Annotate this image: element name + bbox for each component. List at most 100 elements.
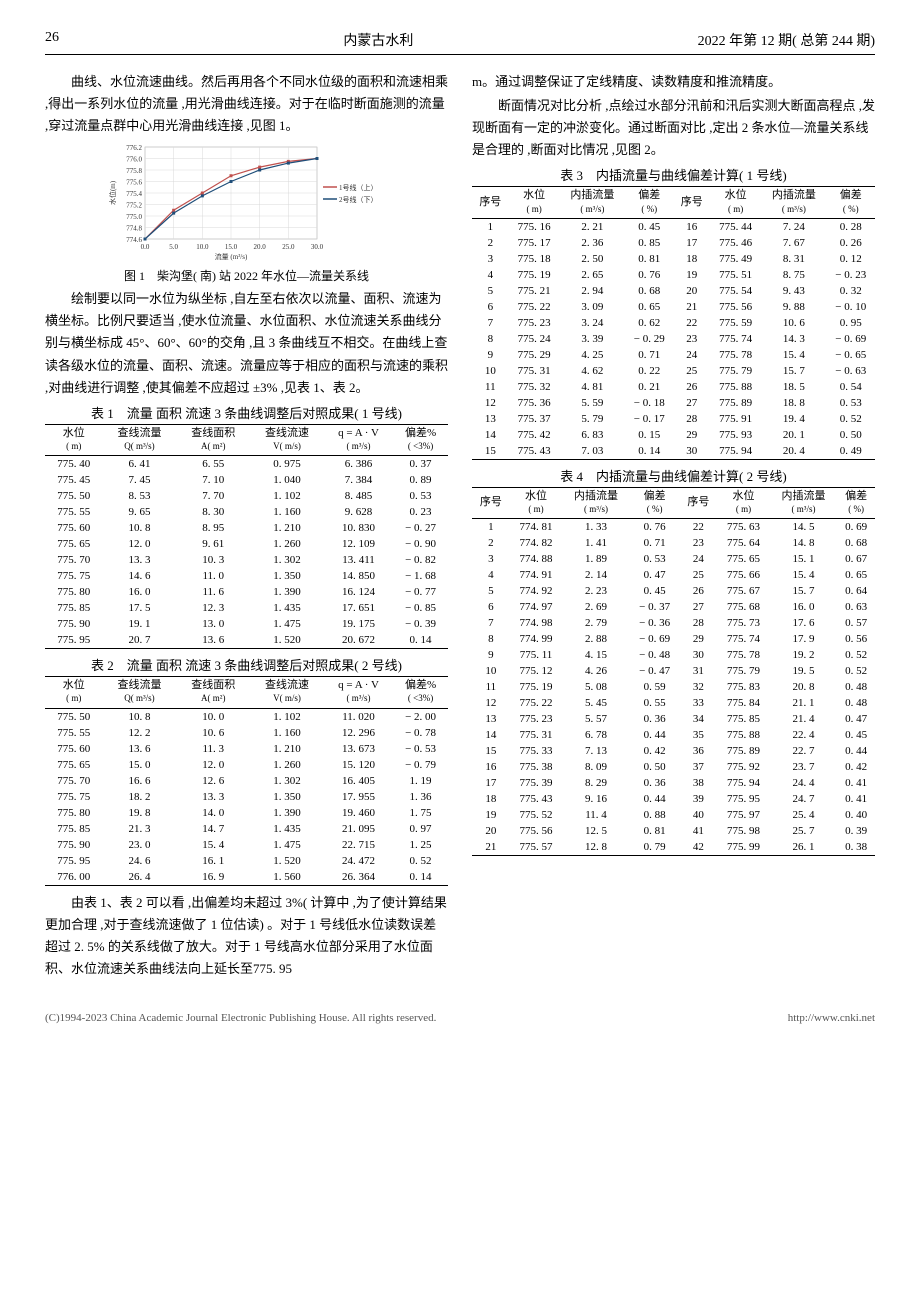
table-cell: 13 xyxy=(472,711,510,727)
table-cell: 0. 76 xyxy=(625,267,673,283)
table-cell: 0. 44 xyxy=(630,791,680,807)
table-cell: 1. 040 xyxy=(250,472,324,488)
svg-text:25.0: 25.0 xyxy=(282,243,295,251)
table-cell: 18. 5 xyxy=(761,379,826,395)
table-cell: − 0. 18 xyxy=(625,395,673,411)
table-cell: 19. 460 xyxy=(324,805,393,821)
table-cell: 775. 75 xyxy=(45,789,103,805)
table-cell: 19. 2 xyxy=(770,647,837,663)
table-cell: 2. 36 xyxy=(560,235,625,251)
table-cell: 775. 91 xyxy=(710,411,761,427)
table-cell: 7. 03 xyxy=(560,443,625,460)
table-cell: 0. 47 xyxy=(837,711,875,727)
table-cell: 15. 120 xyxy=(324,757,393,773)
table-cell: 775. 36 xyxy=(509,395,560,411)
table-cell: 22. 715 xyxy=(324,837,393,853)
table-cell: 14. 850 xyxy=(324,568,393,584)
table-row: 18775. 439. 160. 4439775. 9524. 70. 41 xyxy=(472,791,875,807)
table-cell: 4 xyxy=(472,567,510,583)
table-cell: 23 xyxy=(673,331,710,347)
table-cell: 775. 90 xyxy=(45,616,103,632)
table-cell: 775. 94 xyxy=(710,443,761,460)
table-cell: 3. 24 xyxy=(560,315,625,331)
table-row: 7775. 233. 240. 6222775. 5910. 60. 95 xyxy=(472,315,875,331)
table-cell: 24 xyxy=(680,551,718,567)
svg-text:1号线（上）: 1号线（上） xyxy=(339,183,378,192)
page-header: 26 内蒙古水利 2022 年第 12 期( 总第 244 期) xyxy=(45,30,875,55)
table-cell: 19. 175 xyxy=(324,616,393,632)
table-row: 775. 5010. 810. 01. 10211. 020− 2. 00 xyxy=(45,708,448,725)
table-row: 2774. 821. 410. 7123775. 6414. 80. 68 xyxy=(472,535,875,551)
table-cell: 775. 56 xyxy=(710,299,761,315)
table-cell: 16. 1 xyxy=(176,853,250,869)
table-cell: 20. 4 xyxy=(761,443,826,460)
table-row: 13775. 235. 570. 3634775. 8521. 40. 47 xyxy=(472,711,875,727)
table-3: 序号水位( m)内插流量( m³/s)偏差( %)序号水位( m)内插流量( m… xyxy=(472,186,875,459)
table-header: 水位( m) xyxy=(710,187,761,218)
table-cell: 0. 53 xyxy=(630,551,680,567)
table-row: 12775. 365. 59− 0. 1827775. 8918. 80. 53 xyxy=(472,395,875,411)
table-cell: 0. 45 xyxy=(625,218,673,235)
table-cell: 14. 5 xyxy=(770,519,837,536)
table-cell: 775. 43 xyxy=(510,791,563,807)
table-cell: 775. 70 xyxy=(45,552,103,568)
table-cell: 774. 92 xyxy=(510,583,563,599)
table-cell: 775. 22 xyxy=(509,299,560,315)
table-cell: 8. 31 xyxy=(761,251,826,267)
table-cell: 7. 384 xyxy=(324,472,393,488)
table-cell: 32 xyxy=(680,679,718,695)
table-cell: 16. 6 xyxy=(103,773,177,789)
table-cell: 775. 59 xyxy=(710,315,761,331)
table-cell: 4. 62 xyxy=(560,363,625,379)
table-cell: 25 xyxy=(673,363,710,379)
table-cell: 775. 55 xyxy=(45,725,103,741)
table-cell: 775. 18 xyxy=(509,251,560,267)
table-row: 775. 8019. 814. 01. 39019. 4601. 75 xyxy=(45,805,448,821)
table4-caption: 表 4 内插流量与曲线偏差计算( 2 号线) xyxy=(472,466,875,485)
table-cell: 26 xyxy=(673,379,710,395)
table-row: 9775. 294. 250. 7124775. 7815. 4− 0. 65 xyxy=(472,347,875,363)
table-cell: 17 xyxy=(472,775,510,791)
table-cell: 0. 22 xyxy=(625,363,673,379)
table-cell: 3 xyxy=(472,551,510,567)
table-cell: 775. 66 xyxy=(717,567,770,583)
table-cell: 0. 32 xyxy=(827,283,875,299)
table-row: 776. 0026. 416. 91. 56026. 3640. 14 xyxy=(45,869,448,886)
table-cell: 775. 80 xyxy=(45,805,103,821)
table-cell: 11. 0 xyxy=(176,568,250,584)
table-cell: 1. 89 xyxy=(562,551,629,567)
table-cell: 0. 50 xyxy=(827,427,875,443)
table-cell: 2. 79 xyxy=(562,615,629,631)
table-cell: 9. 61 xyxy=(176,536,250,552)
table-cell: 0. 68 xyxy=(625,283,673,299)
table-cell: 22. 7 xyxy=(770,743,837,759)
table-cell: 0. 26 xyxy=(827,235,875,251)
table-cell: 22 xyxy=(673,315,710,331)
table-row: 775. 5512. 210. 61. 16012. 296− 0. 78 xyxy=(45,725,448,741)
table-cell: 1. 160 xyxy=(250,504,324,520)
table-row: 6774. 972. 69− 0. 3727775. 6816. 00. 63 xyxy=(472,599,875,615)
table-cell: 775. 88 xyxy=(710,379,761,395)
table-cell: 8. 53 xyxy=(103,488,177,504)
table-cell: 8. 75 xyxy=(761,267,826,283)
table-cell: 775. 11 xyxy=(510,647,563,663)
table-cell: 0. 71 xyxy=(625,347,673,363)
table-cell: 0. 81 xyxy=(625,251,673,267)
table-4: 序号水位( m)内插流量( m³/s)偏差( %)序号水位( m)内插流量( m… xyxy=(472,487,875,856)
table-cell: 0. 42 xyxy=(630,743,680,759)
table-cell: 7 xyxy=(472,615,510,631)
table-cell: 12. 109 xyxy=(324,536,393,552)
table-cell: − 0. 69 xyxy=(827,331,875,347)
table-cell: 13. 673 xyxy=(324,741,393,757)
table-row: 775. 8517. 512. 31. 43517. 651− 0. 85 xyxy=(45,600,448,616)
table-row: 775. 508. 537. 701. 1028. 4850. 53 xyxy=(45,488,448,504)
table-cell: 5. 59 xyxy=(560,395,625,411)
svg-text:774.8: 774.8 xyxy=(126,225,142,233)
svg-text:0.0: 0.0 xyxy=(140,243,149,251)
table-header: 序号 xyxy=(472,187,509,218)
table-cell: 4. 25 xyxy=(560,347,625,363)
table-cell: 16 xyxy=(673,218,710,235)
table-cell: 12. 2 xyxy=(103,725,177,741)
table-cell: 2. 65 xyxy=(560,267,625,283)
table-cell: 0. 42 xyxy=(837,759,875,775)
